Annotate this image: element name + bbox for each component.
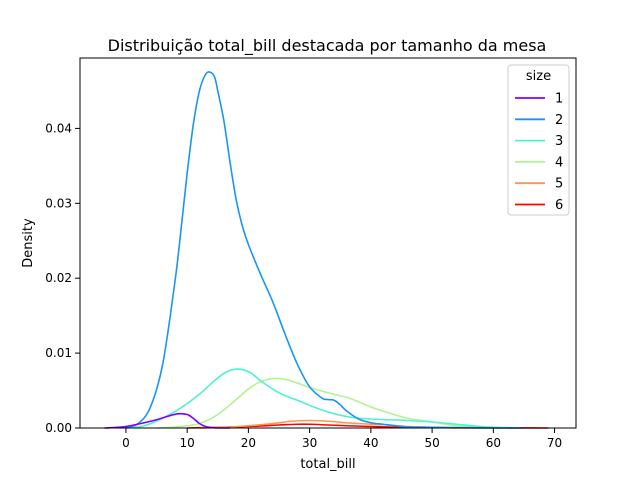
plot-frame: [79, 57, 577, 429]
x-tick-label: 0: [122, 436, 130, 450]
x-tick-label: 20: [241, 436, 256, 450]
series-curves: [104, 71, 549, 429]
x-axis-label: total_bill: [300, 457, 355, 472]
chart-title: Distribuição total_bill destacada por ta…: [108, 36, 547, 56]
x-tick-label: 40: [363, 436, 378, 450]
y-tick-label: 0.02: [45, 271, 72, 285]
legend: size 1 2 3 4 5 6: [507, 64, 570, 216]
x-tick-label: 70: [547, 436, 562, 450]
x-axis: 0 10 20 30 40 50 60 70: [122, 428, 562, 450]
x-tick-label: 60: [486, 436, 501, 450]
y-tick-label: 0.03: [45, 196, 72, 210]
x-tick-label: 10: [180, 436, 195, 450]
y-axis-label: Density: [21, 218, 36, 268]
legend-label-size-3: 3: [555, 134, 563, 149]
legend-label-size-1: 1: [555, 92, 563, 107]
legend-label-size-6: 6: [555, 198, 563, 213]
y-tick-label: 0.04: [45, 121, 72, 135]
x-tick-label: 50: [424, 436, 439, 450]
legend-label-size-4: 4: [555, 155, 563, 170]
y-tick-label: 0.00: [45, 421, 72, 435]
series-line-size-1: [104, 412, 231, 429]
legend-title: size: [526, 69, 551, 84]
y-tick-label: 0.01: [45, 346, 72, 360]
y-axis: 0.00 0.01 0.02 0.03 0.04: [45, 121, 80, 435]
legend-label-size-5: 5: [555, 177, 563, 192]
legend-label-size-2: 2: [555, 113, 563, 128]
series-line-size-2: [125, 71, 524, 429]
series-line-size-3: [125, 368, 521, 429]
x-tick-label: 30: [302, 436, 317, 450]
legend-items: 1 2 3 4 5 6: [515, 92, 563, 213]
